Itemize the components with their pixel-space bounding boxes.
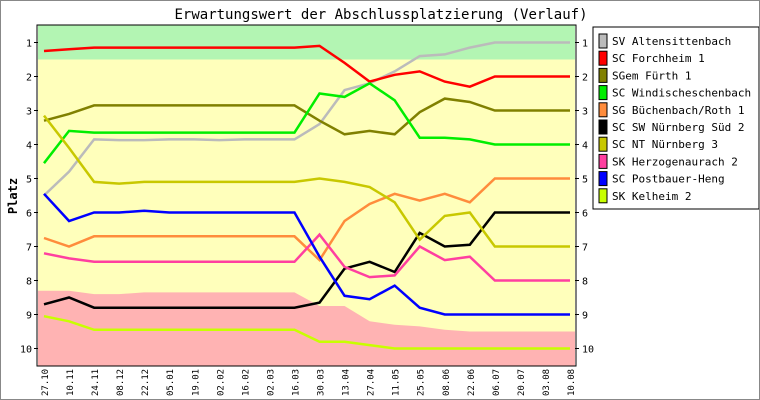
y-tick-label-left: 9 [26,311,32,322]
x-tick-label: 19.01 [191,369,201,396]
y-tick-label-right: 7 [582,243,588,254]
y-tick-label-right: 5 [582,175,588,186]
series-line-0 [43,41,570,197]
y-tick-label-right: 6 [582,209,588,220]
y-tick-label-left: 8 [26,277,32,288]
legend-label: SC Postbauer-Heng [612,173,725,186]
legend-label: SK Kelheim 2 [612,190,691,203]
legend-swatch [598,33,608,49]
y-tick-label-right: 1 [582,39,588,50]
y-tick-label-left: 4 [26,141,32,152]
x-tick-label: 10.08 [567,369,577,396]
y-tick-label-left: 6 [26,209,32,220]
series-line-7 [43,232,570,282]
x-tick-label: 27.04 [367,369,377,396]
x-tick-label: 05.01 [166,369,176,396]
legend-swatch [598,102,608,118]
y-tick-label-right: 8 [582,277,588,288]
y-axis-label: Platz [6,178,20,214]
series-line-6 [43,114,570,248]
legend-label: SC SW Nürnberg Süd 2 [612,121,744,134]
x-tick-label: 10.11 [66,369,76,396]
legend-label: SG Büchenbach/Roth 1 [612,104,744,117]
legend-label: SC Windischeschenbach 1 [612,87,760,100]
legend-label: SV Altensittenbach [612,35,731,48]
x-tick-label: 16.02 [241,369,251,396]
legend-swatch [598,50,608,66]
x-tick-label: 08.12 [116,369,126,396]
legend-label: SC NT Nürnberg 3 [612,138,718,151]
legend-swatch [598,171,608,187]
y-tick-label-left: 3 [26,107,32,118]
x-tick-label: 13.04 [342,369,352,396]
y-tick-label-left: 2 [26,73,32,84]
legend-swatch [598,153,608,169]
series-line-3 [43,81,570,164]
x-tick-label: 22.12 [141,369,151,396]
chart-title: Erwartungswert der Abschlussplatzierung … [174,7,587,23]
x-tick-label: 27.10 [41,369,51,396]
x-tick-label: 03.08 [542,369,552,396]
x-tick-label: 16.03 [291,369,301,396]
x-tick-label: 08.06 [442,369,452,396]
legend: SV Altensittenbach SC Forchheim 1 SGem Für… [592,26,760,210]
series-line-9 [43,314,570,350]
y-tick-label-right: 9 [582,311,588,322]
legend-label: SGem Fürth 1 [612,69,691,82]
band-green [38,25,575,60]
x-tick-label: 02.03 [266,369,276,396]
legend-swatch [598,188,608,204]
legend-swatch [598,119,608,135]
y-tick-label-right: 4 [582,141,588,152]
y-tick-label-left: 10 [20,345,32,356]
x-tick-label: 02.02 [216,369,226,396]
y-tick-label-right: 3 [582,107,588,118]
legend-swatch [598,85,608,101]
band-pink [38,290,575,366]
y-tick-label-left: 7 [26,243,32,254]
legend-label: SC Forchheim 1 [612,52,705,65]
series-line-8 [43,192,570,316]
x-tick-label: 11.05 [392,369,402,396]
y-tick-label-left: 1 [26,39,32,50]
x-tick-label: 24.11 [91,369,101,396]
plot-frame [36,24,577,367]
x-tick-label: 06.07 [492,369,502,396]
x-tick-label: 30.03 [317,369,327,396]
x-tick-label: 22.06 [467,369,477,396]
y-tick-label-left: 5 [26,175,32,186]
legend-box [592,26,759,210]
x-tick-label: 25.05 [417,369,427,396]
legend-label: SK Herzogenaurach 2 [612,155,738,168]
y-tick-label-right: 10 [582,345,594,356]
y-tick-label-right: 2 [582,73,588,84]
x-tick-label: 20.07 [517,369,527,396]
legend-swatch [598,67,608,83]
legend-swatch [598,136,608,152]
series-line-1 [43,44,570,89]
